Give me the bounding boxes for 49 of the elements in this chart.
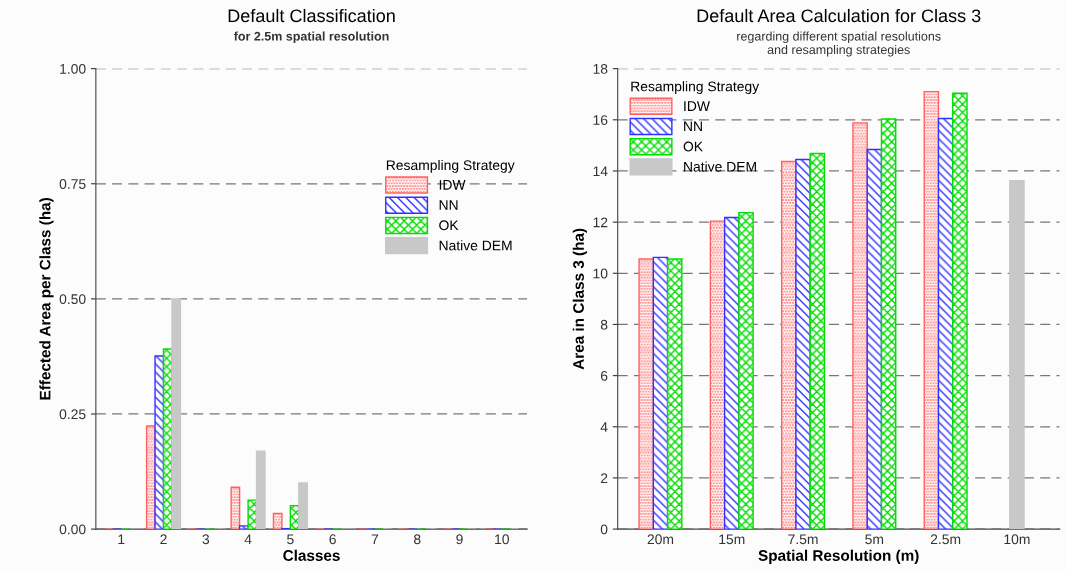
legend-label: OK	[439, 220, 459, 231]
chart-subtitle: regarding different spatial resolutions and resampling strategies	[737, 31, 941, 57]
chart-subtitle: for 2.5m spatial resolution	[233, 31, 389, 44]
legend-label: OK	[683, 141, 703, 152]
x-axis-title: Classes	[283, 549, 340, 561]
x-tick-label: 15m	[719, 534, 745, 545]
y-tick-label: 16	[593, 115, 608, 125]
x-tick-label: 10	[495, 534, 509, 545]
y-tick-label: 4	[600, 422, 608, 432]
legend-label: IDW	[439, 180, 466, 190]
y-tick-label: 1.00	[60, 63, 86, 74]
x-tick-label: 5	[287, 534, 294, 545]
legend-title: Resampling Strategy	[386, 159, 515, 173]
x-tick-label: 2	[160, 534, 167, 545]
x-tick-label: 4	[244, 534, 252, 545]
y-tick-label: 2	[600, 473, 608, 483]
x-tick-label: 10m	[1004, 534, 1030, 545]
x-tick-label: 7	[371, 534, 379, 545]
x-tick-label: 7.5m	[788, 534, 818, 545]
y-tick-label: 8	[600, 319, 608, 330]
x-tick-label: 6	[329, 534, 336, 545]
y-tick-label: 18	[593, 63, 608, 74]
y-axis-title: Effected Area per Class (ha)	[39, 198, 54, 400]
chart-title: Default Area Calculation for Class 3	[697, 8, 981, 23]
y-tick-label: 10	[593, 268, 608, 279]
x-tick-label: 20m	[647, 534, 674, 545]
y-tick-label: 6	[600, 370, 608, 381]
x-tick-label: 1	[118, 534, 125, 545]
y-tick-label: 0.75	[59, 179, 86, 189]
legend-label: Native DEM	[439, 240, 512, 251]
y-tick-label: 0	[600, 524, 608, 535]
x-tick-label: 2.5m	[930, 534, 961, 545]
legend-label: Native DEM	[684, 161, 756, 172]
y-axis-title: Area in Class 3 (ha)	[572, 228, 587, 370]
chart-title: Default Classification	[228, 8, 395, 23]
x-axis-title: Spatial Resolution (m)	[758, 549, 919, 564]
x-tick-label: 8	[413, 534, 421, 545]
y-tick-label: 0.25	[59, 409, 86, 420]
x-tick-label: 5m	[865, 534, 884, 545]
y-tick-label: 14	[593, 166, 608, 176]
y-tick-label: 0.00	[59, 524, 86, 535]
legend-label: NN	[439, 200, 458, 210]
y-tick-label: 12	[593, 217, 608, 228]
y-tick-label: 0.50	[59, 294, 86, 305]
legend-label: NN	[684, 121, 702, 132]
x-tick-label: 3	[202, 534, 210, 545]
legend-label: IDW	[684, 101, 710, 111]
x-tick-label: 9	[456, 534, 463, 545]
legend-title: Resampling Strategy	[631, 81, 760, 95]
